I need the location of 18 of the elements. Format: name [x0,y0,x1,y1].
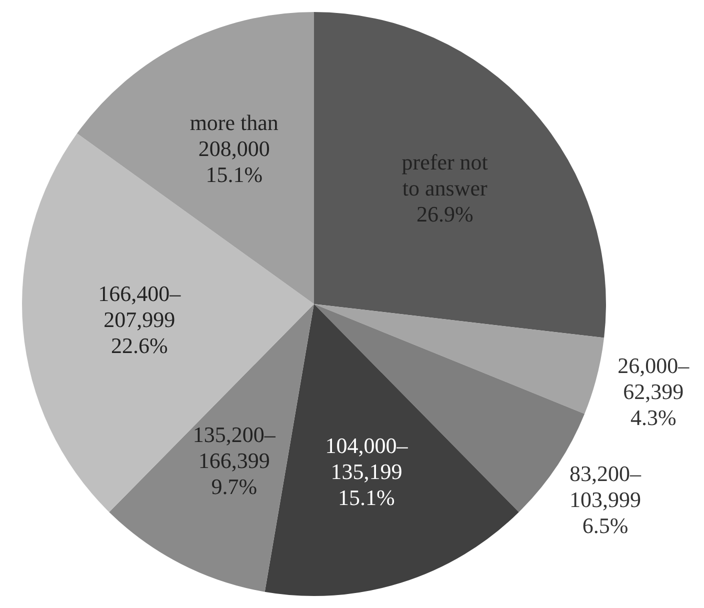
data-label: 26.9% [416,201,474,226]
data-label: 15.1% [206,162,263,187]
slice-label: 83,200–103,999 [570,460,642,512]
pie-slice [77,12,314,304]
pie-slice [22,133,314,512]
slice-label: more than 208,000 [190,110,278,161]
slice-label: 166,400–207,999 [98,280,182,332]
slice-label: 135,200–166,399 [192,421,276,472]
data-label: 9.7% [211,473,258,498]
slice-label: prefer not to answer [402,149,488,200]
slice-label: 26,000–62,399 [618,352,690,404]
pie-slice [314,12,606,338]
pie-slice [314,304,604,414]
data-label: 22.6% [111,332,168,358]
data-label: 6.5% [582,512,628,538]
data-label: 4.3% [630,404,676,430]
data-label: 15.1% [338,484,395,510]
slice-label: 104,000–135,199 [325,432,409,484]
